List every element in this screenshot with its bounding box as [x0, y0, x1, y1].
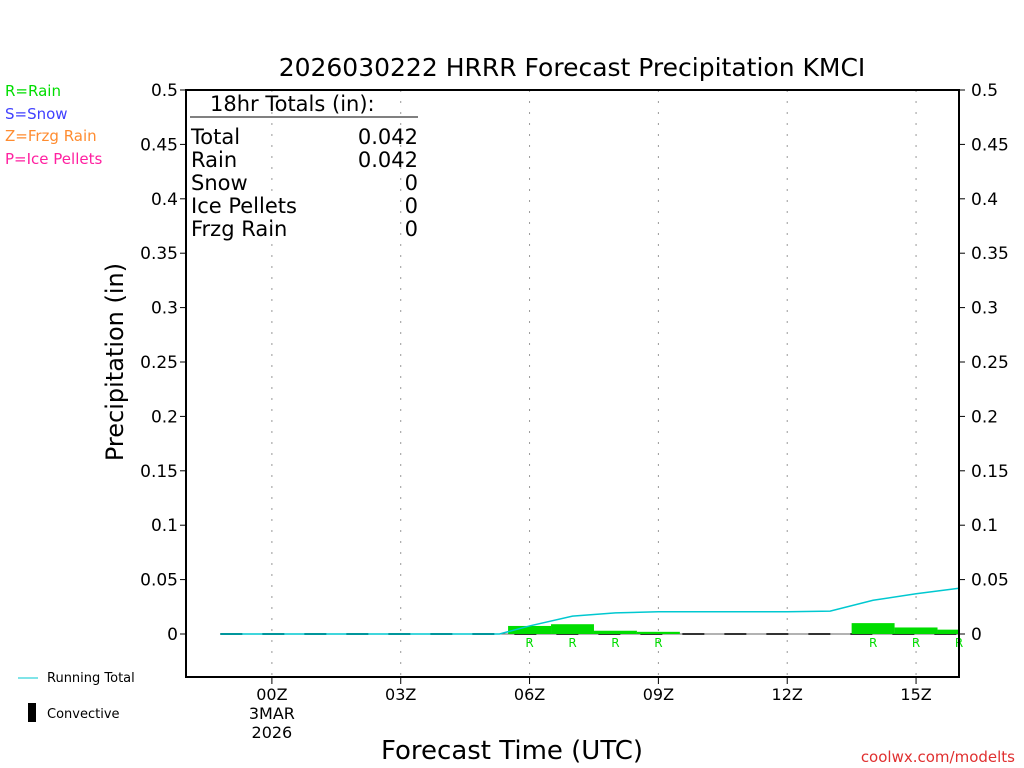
precip-bar — [593, 630, 637, 634]
legend-rain: R=Rain — [5, 82, 61, 100]
y-tick-label: 0.15 — [140, 462, 178, 482]
chart-title: 2026030222 HRRR Forecast Precipitation K… — [279, 53, 866, 82]
y-tick-label: 0.5 — [151, 81, 178, 101]
y-tick-label: 0.45 — [140, 135, 178, 155]
totals-box: 18hr Totals (in): Total 0.042 Rain 0.042 Sno… — [190, 92, 418, 241]
precip-bar — [851, 623, 895, 634]
legend-ice: P=Ice Pellets — [5, 150, 102, 168]
precip-type-label: R — [525, 636, 533, 650]
totals-row-label: Frzg Rain — [191, 217, 287, 241]
precip-bar — [551, 624, 594, 634]
y-tick-label: 0.25 — [140, 353, 178, 373]
y-tick-label-right: 0.3 — [971, 299, 998, 319]
running-total-line — [220, 587, 960, 635]
credit: coolwx.com/modelts — [861, 748, 1015, 766]
precip-bar — [508, 625, 552, 634]
legend-snow: S=Snow — [5, 105, 68, 123]
x-tick-date: 3MAR — [249, 704, 295, 723]
x-tick-label: 03Z — [385, 685, 416, 704]
x-tick-year: 2026 — [252, 723, 293, 742]
totals-row-label: Total — [190, 125, 240, 149]
y-tick-label-right: 0.15 — [971, 462, 1009, 482]
legend-frzg: Z=Frzg Rain — [5, 127, 97, 145]
totals-header: 18hr Totals (in): — [210, 92, 375, 116]
y-axis-label: Precipitation (in) — [101, 263, 129, 461]
legend-convective-swatch — [28, 703, 36, 722]
precip-type-label: R — [869, 636, 877, 650]
totals-row-value: 0 — [405, 171, 418, 195]
x-tick-label: 06Z — [514, 685, 545, 704]
y-tick-label-right: 0.5 — [971, 81, 998, 101]
y-tick-label-right: 0.4 — [971, 190, 998, 210]
y-tick-label-right: 0.05 — [971, 571, 1009, 591]
y-tick-label: 0.1 — [151, 516, 178, 536]
totals-row-value: 0.042 — [358, 148, 418, 172]
y-tick-label: 0 — [167, 625, 178, 645]
legend-running-total: Running Total — [47, 671, 135, 686]
precip-bar — [636, 631, 680, 634]
y-tick-label: 0.2 — [151, 407, 178, 427]
precip-bar — [894, 627, 938, 634]
x-tick-label: 15Z — [900, 685, 931, 704]
precip-type-label: R — [654, 636, 662, 650]
totals-row-value: 0 — [405, 217, 418, 241]
x-tick-label: 12Z — [772, 685, 803, 704]
y-tick-label-right: 0.1 — [971, 516, 998, 536]
totals-row-label: Snow — [191, 171, 248, 195]
y-tick-label: 0.05 — [140, 571, 178, 591]
totals-row-label: Ice Pellets — [191, 194, 297, 218]
x-tick-label: 09Z — [643, 685, 674, 704]
y-tick-label: 0.4 — [151, 190, 178, 210]
precip-type-label: R — [568, 636, 576, 650]
totals-row-value: 0.042 — [358, 125, 418, 149]
totals-row-label: Rain — [191, 148, 237, 172]
y-tick-label-right: 0.25 — [971, 353, 1009, 373]
legend-convective: Convective — [47, 707, 120, 722]
y-tick-label-right: 0.45 — [971, 135, 1009, 155]
legend: R=Rain S=Snow Z=Frzg Rain P=Ice Pellets … — [5, 82, 135, 722]
x-axis-label: Forecast Time (UTC) — [381, 736, 643, 766]
x-tick-label: 00Z — [256, 685, 287, 704]
precip-type-label: R — [611, 636, 619, 650]
y-tick-label: 0.3 — [151, 299, 178, 319]
precip-type-label: R — [912, 636, 920, 650]
y-tick-label-right: 0.2 — [971, 407, 998, 427]
y-tick-label-right: 0.35 — [971, 244, 1009, 264]
y-tick-label: 0.35 — [140, 244, 178, 264]
totals-row-value: 0 — [405, 194, 418, 218]
y-tick-label-right: 0 — [971, 625, 982, 645]
plot-frame — [185, 89, 960, 678]
precip-bar — [937, 629, 959, 634]
